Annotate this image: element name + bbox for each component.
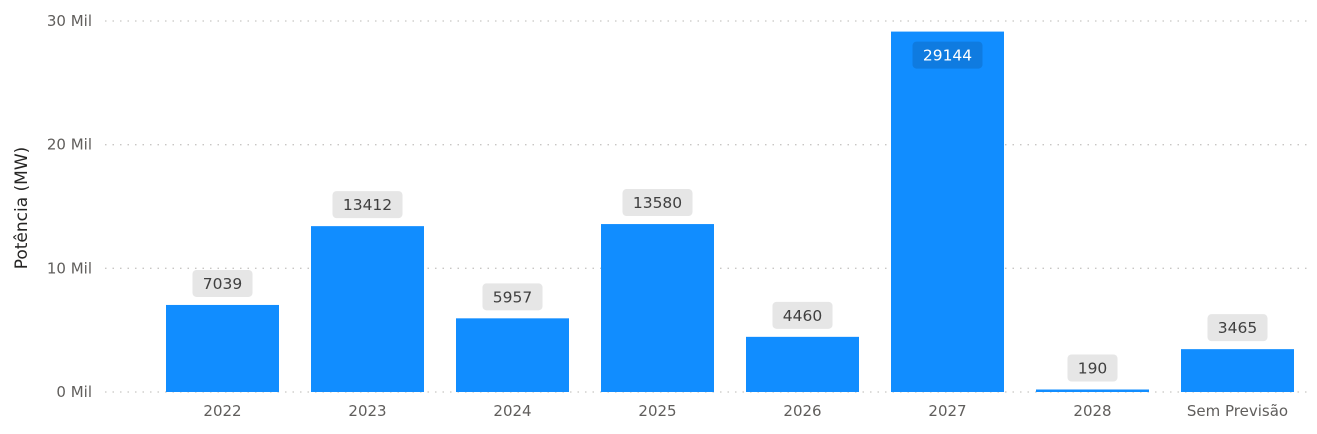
- x-tick-label: 2028: [1073, 402, 1111, 420]
- bar[interactable]: [746, 336, 859, 392]
- y-tick-label: 30 Mil: [47, 12, 92, 30]
- y-axis-title: Potência (MW): [12, 147, 32, 270]
- data-label: 190: [1067, 354, 1118, 382]
- y-tick-label: 0 Mil: [56, 383, 92, 401]
- data-label-text: 5957: [493, 288, 532, 306]
- y-axis-ticks: 0 Mil 10 Mil 20 Mil 30 Mil: [47, 12, 92, 401]
- x-tick-label: 2025: [638, 402, 676, 420]
- bar[interactable]: [891, 31, 1004, 392]
- data-label-background: [622, 189, 693, 217]
- bar[interactable]: [166, 304, 279, 392]
- data-label-text: 13580: [633, 194, 682, 212]
- data-labels: 7039 13412 5957 13580 4460 29144 190 3465: [192, 41, 1268, 382]
- data-label: 4460: [772, 301, 833, 329]
- x-axis-ticks: 2022 2023 2024 2025 2026 2027 2028 Sem Previsão: [203, 402, 1288, 420]
- data-label-text: 4460: [783, 307, 822, 325]
- data-label-text: 3465: [1218, 319, 1257, 337]
- y-tick-label: 20 Mil: [47, 136, 92, 154]
- x-tick-label: Sem Previsão: [1187, 402, 1288, 420]
- data-label: 13580: [622, 189, 693, 217]
- data-label: 7039: [192, 269, 253, 297]
- bars: [166, 31, 1294, 393]
- x-tick-label: 2026: [783, 402, 821, 420]
- data-label: 13412: [332, 191, 403, 219]
- x-tick-label: 2024: [493, 402, 531, 420]
- data-label-background: [482, 283, 543, 311]
- data-label-background: [332, 191, 403, 219]
- bar[interactable]: [456, 318, 569, 392]
- bar[interactable]: [311, 226, 424, 392]
- x-tick-label: 2027: [928, 402, 966, 420]
- bar[interactable]: [1181, 349, 1294, 392]
- bar[interactable]: [1036, 389, 1149, 393]
- data-label: 3465: [1207, 314, 1268, 342]
- y-tick-label: 10 Mil: [47, 259, 92, 277]
- data-label: 5957: [482, 283, 543, 311]
- data-label-text: 29144: [923, 47, 972, 65]
- bar[interactable]: [601, 224, 714, 392]
- data-label-text: 13412: [343, 196, 392, 214]
- data-label-background: [1067, 354, 1118, 382]
- data-label-text: 7039: [203, 275, 242, 293]
- data-label: 29144: [912, 41, 983, 69]
- x-tick-label: 2022: [203, 402, 241, 420]
- data-label-background: [912, 41, 983, 69]
- data-label-text: 190: [1078, 360, 1108, 378]
- data-label-background: [1207, 314, 1268, 342]
- x-tick-label: 2023: [348, 402, 386, 420]
- data-label-background: [192, 269, 253, 297]
- data-label-background: [772, 301, 833, 329]
